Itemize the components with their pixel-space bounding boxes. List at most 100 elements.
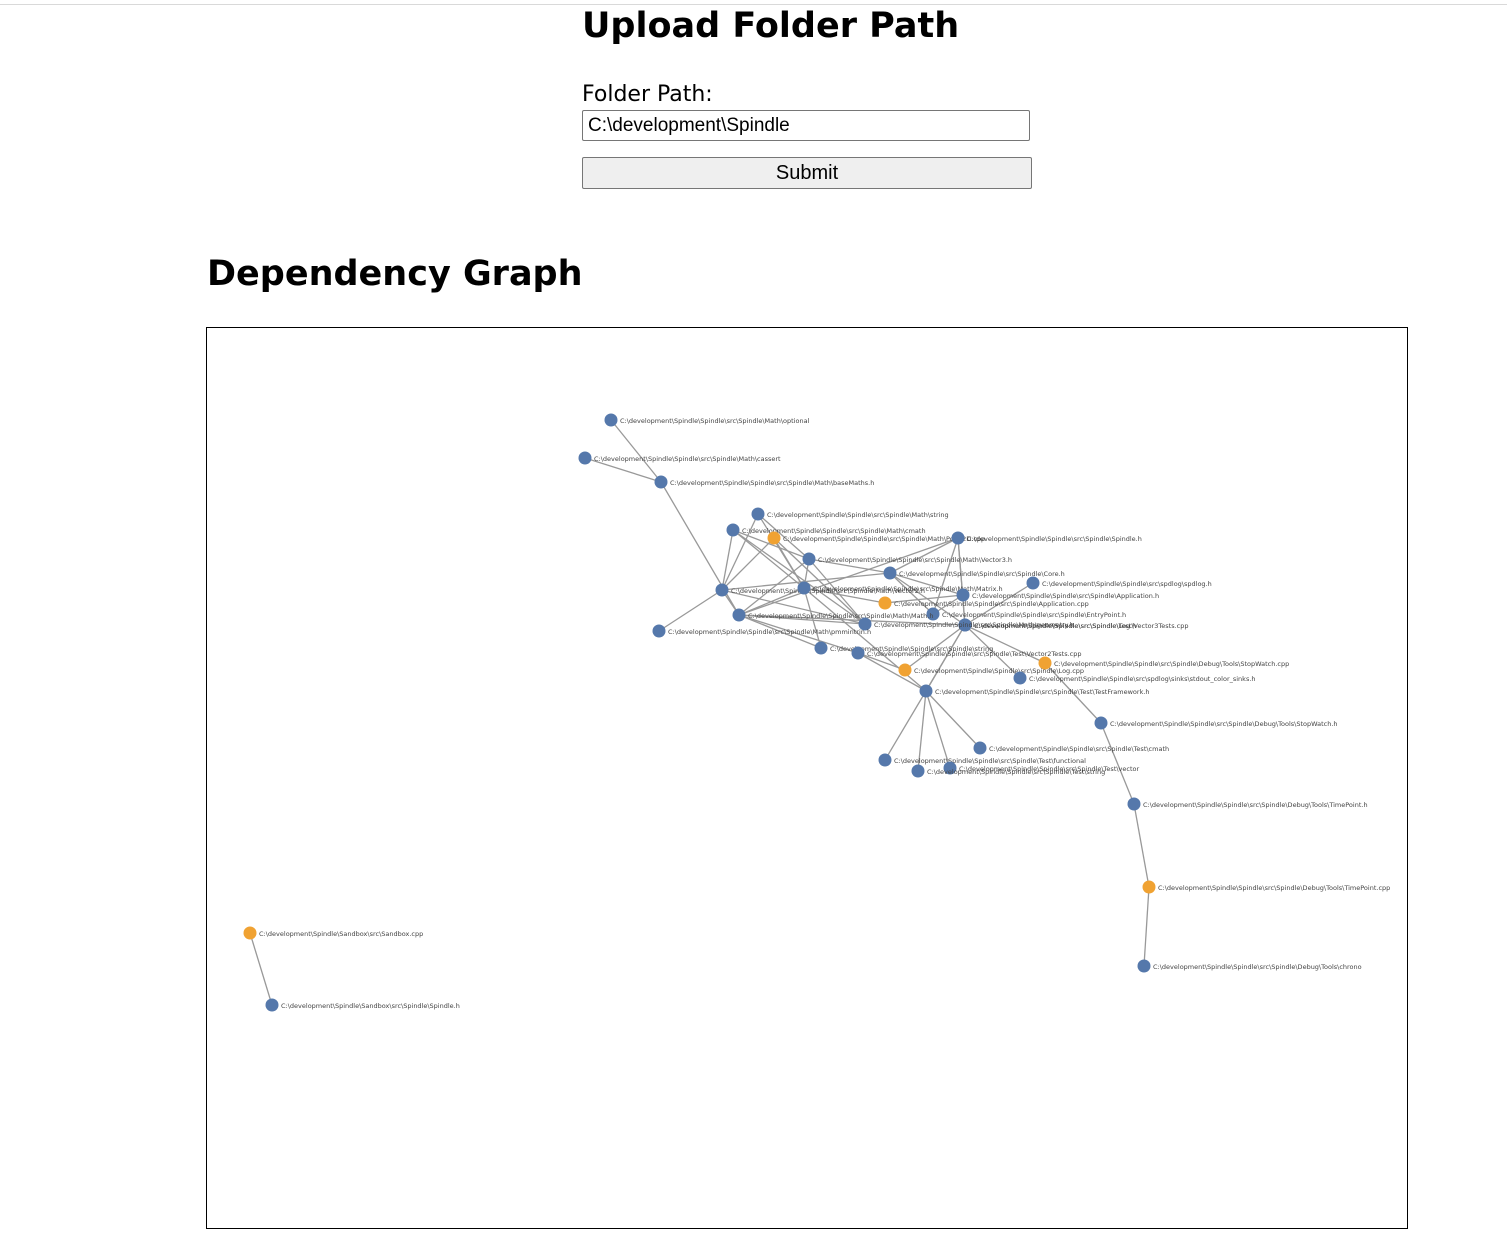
- graph-link: [738, 587, 805, 616]
- header-file-node-circle[interactable]: [265, 998, 279, 1012]
- graph-node[interactable]: C:\development\Spindle\Sandbox\src\Sandb…: [243, 926, 424, 940]
- graph-node[interactable]: C:\development\Spindle\Spindle\src\Spind…: [578, 451, 782, 465]
- graph-node[interactable]: C:\development\Spindle\Spindle\src\Spind…: [767, 531, 986, 545]
- source-file-node-circle[interactable]: [878, 596, 892, 610]
- header-file-node-circle[interactable]: [726, 523, 740, 537]
- header-file-node-circle[interactable]: [802, 552, 816, 566]
- graph-node[interactable]: C:\development\Spindle\Spindle\src\spdlo…: [1026, 576, 1212, 590]
- graph-node[interactable]: C:\development\Spindle\Spindle\src\Spind…: [878, 596, 1089, 610]
- folder-path-input[interactable]: [582, 110, 1030, 141]
- graph-node[interactable]: C:\development\Spindle\Spindle\src\spdlo…: [1013, 671, 1256, 685]
- header-file-node-circle[interactable]: [878, 753, 892, 767]
- header-file-node-circle[interactable]: [851, 646, 865, 660]
- graph-node[interactable]: C:\development\Spindle\Spindle\src\Spind…: [654, 475, 875, 489]
- header-file-node-circle[interactable]: [732, 608, 746, 622]
- header-file-node-circle[interactable]: [814, 641, 828, 655]
- header-file-node-circle[interactable]: [1094, 716, 1108, 730]
- graph-link: [610, 419, 662, 483]
- header-file-node-circle[interactable]: [956, 588, 970, 602]
- graph-node[interactable]: C:\development\Spindle\Spindle\src\Spind…: [1127, 797, 1368, 811]
- graph-node[interactable]: C:\development\Spindle\Spindle\src\Spind…: [814, 641, 994, 655]
- graph-canvas[interactable]: C:\development\Spindle\Spindle\src\Spind…: [207, 328, 1407, 1228]
- header-file-node-circle[interactable]: [883, 566, 897, 580]
- graph-node[interactable]: C:\development\Spindle\Spindle\src\Spind…: [911, 764, 1106, 778]
- graph-link: [857, 652, 906, 671]
- header-file-node-circle[interactable]: [911, 764, 925, 778]
- graph-node-label: C:\development\Spindle\Spindle\src\Spind…: [1110, 720, 1338, 728]
- graph-node-label: C:\development\Spindle\Sandbox\src\Sandb…: [259, 930, 423, 938]
- graph-node[interactable]: C:\development\Spindle\Spindle\src\Spind…: [956, 588, 1160, 602]
- graph-node[interactable]: C:\development\Spindle\Spindle\src\Spind…: [943, 761, 1140, 775]
- graph-node[interactable]: C:\development\Spindle\Spindle\src\Spind…: [1137, 959, 1362, 973]
- source-file-node-circle[interactable]: [243, 926, 257, 940]
- graph-node[interactable]: C:\development\Spindle\Sandbox\src\Spind…: [265, 998, 460, 1012]
- graph-link: [964, 582, 1034, 626]
- header-file-node-circle[interactable]: [1127, 797, 1141, 811]
- header-file-node-circle[interactable]: [797, 581, 811, 595]
- graph-node[interactable]: C:\development\Spindle\Spindle\src\Spind…: [797, 581, 1003, 595]
- graph-node[interactable]: C:\development\Spindle\Spindle\src\Spind…: [851, 646, 1082, 660]
- graph-node[interactable]: C:\development\Spindle\Spindle\src\Spind…: [1142, 880, 1391, 894]
- header-file-node-circle[interactable]: [751, 507, 765, 521]
- header-file-node-circle[interactable]: [951, 531, 965, 545]
- links-layer: [249, 419, 1150, 1006]
- graph-link: [721, 572, 891, 591]
- graph-node-label: C:\development\Spindle\Spindle\src\Spind…: [935, 688, 1150, 696]
- dependency-graph[interactable]: C:\development\Spindle\Spindle\src\Spind…: [206, 327, 1408, 1229]
- header-file-node-circle[interactable]: [604, 413, 618, 427]
- graph-node[interactable]: C:\development\Spindle\Spindle\src\Spind…: [951, 531, 1142, 545]
- header-file-node-circle[interactable]: [858, 617, 872, 631]
- graph-node[interactable]: C:\development\Spindle\Spindle\src\Spind…: [802, 552, 1013, 566]
- header-file-node-circle[interactable]: [926, 607, 940, 621]
- graph-node[interactable]: C:\development\Spindle\Spindle\src\Spind…: [726, 523, 926, 537]
- header-file-node-circle[interactable]: [958, 618, 972, 632]
- graph-node[interactable]: C:\development\Spindle\Spindle\src\Spind…: [732, 608, 934, 622]
- header-file-node-circle[interactable]: [973, 741, 987, 755]
- graph-link: [889, 537, 959, 574]
- header-file-node-circle[interactable]: [652, 624, 666, 638]
- graph-node-label: C:\development\Spindle\Spindle\src\Spind…: [748, 612, 933, 620]
- graph-node[interactable]: C:\development\Spindle\Spindle\src\Spind…: [926, 607, 1127, 621]
- graph-node[interactable]: C:\development\Spindle\Spindle\src\Spind…: [858, 617, 1074, 631]
- header-file-node-circle[interactable]: [943, 761, 957, 775]
- graph-node[interactable]: C:\development\Spindle\Spindle\src\Spind…: [883, 566, 1065, 580]
- header-file-node-circle[interactable]: [1026, 576, 1040, 590]
- graph-node[interactable]: C:\development\Spindle\Spindle\src\Spind…: [715, 583, 926, 597]
- graph-link: [917, 690, 927, 772]
- header-file-node-circle[interactable]: [919, 684, 933, 698]
- graph-node[interactable]: C:\development\Spindle\Spindle\src\Spind…: [958, 618, 1137, 632]
- graph-link: [757, 513, 810, 560]
- graph-link: [660, 481, 740, 616]
- graph-node-label: C:\development\Spindle\Spindle\src\Spind…: [974, 622, 1188, 630]
- graph-node[interactable]: C:\development\Spindle\Spindle\src\Spind…: [919, 684, 1150, 698]
- header-file-node-circle[interactable]: [1013, 671, 1027, 685]
- graph-link: [808, 558, 866, 625]
- graph-node[interactable]: C:\development\Spindle\Spindle\src\Spind…: [898, 663, 1085, 677]
- source-file-node-circle[interactable]: [767, 531, 781, 545]
- submit-button[interactable]: Submit: [582, 157, 1032, 189]
- graph-node[interactable]: C:\development\Spindle\Spindle\src\Spind…: [652, 624, 872, 638]
- graph-node[interactable]: C:\development\Spindle\Spindle\src\Spind…: [973, 741, 1170, 755]
- source-file-node-circle[interactable]: [898, 663, 912, 677]
- graph-node-label: C:\development\Spindle\Sandbox\src\Spind…: [281, 1002, 460, 1010]
- graph-node-label: C:\development\Spindle\Spindle\src\Spind…: [974, 622, 1136, 630]
- graph-node-label: C:\development\Spindle\Spindle\src\spdlo…: [1042, 580, 1212, 588]
- graph-link: [738, 558, 810, 616]
- graph-link: [803, 587, 886, 604]
- header-file-node-circle[interactable]: [654, 475, 668, 489]
- folder-path-label: Folder Path:: [582, 82, 713, 107]
- graph-link: [925, 690, 951, 769]
- source-file-node-circle[interactable]: [1038, 656, 1052, 670]
- header-file-node-circle[interactable]: [715, 583, 729, 597]
- graph-node[interactable]: C:\development\Spindle\Spindle\src\Spind…: [1038, 656, 1290, 670]
- graph-node-label: C:\development\Spindle\Spindle\src\Spind…: [742, 527, 926, 535]
- graph-link: [904, 624, 966, 671]
- graph-node[interactable]: C:\development\Spindle\Spindle\src\Spind…: [878, 753, 1087, 767]
- header-file-node-circle[interactable]: [1137, 959, 1151, 973]
- header-file-node-circle[interactable]: [578, 451, 592, 465]
- graph-link: [1100, 722, 1135, 805]
- graph-node[interactable]: C:\development\Spindle\Spindle\src\Spind…: [751, 507, 949, 521]
- graph-node[interactable]: C:\development\Spindle\Spindle\src\Spind…: [1094, 716, 1338, 730]
- source-file-node-circle[interactable]: [1142, 880, 1156, 894]
- graph-node[interactable]: C:\development\Spindle\Spindle\src\Spind…: [604, 413, 810, 427]
